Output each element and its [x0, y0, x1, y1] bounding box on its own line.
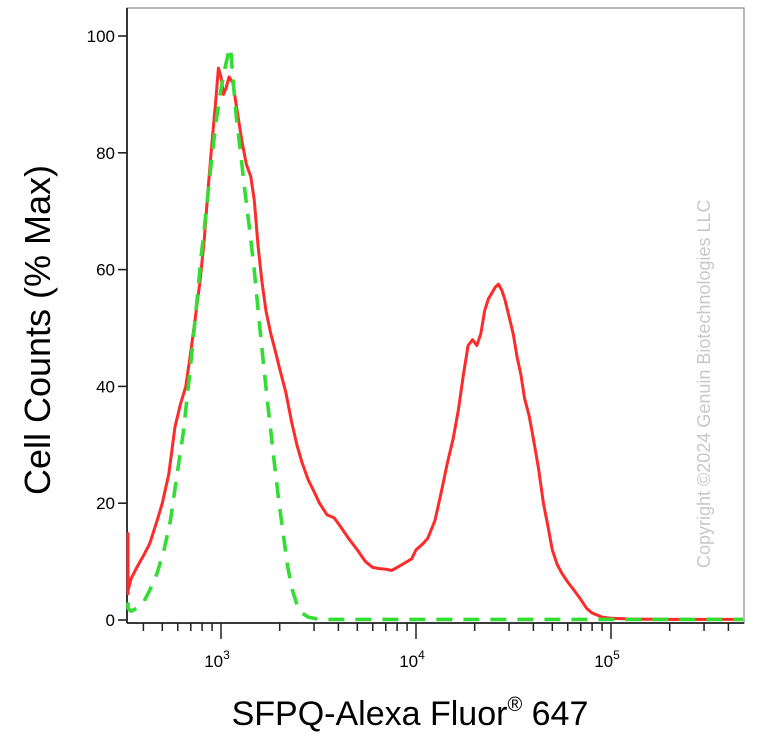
y-tick-label: 60: [96, 261, 115, 280]
y-tick-label: 0: [106, 611, 115, 630]
x-tick-label: 105: [594, 648, 620, 671]
x-axis-ticks: 103 104 105: [142, 623, 730, 671]
x-axis-label: SFPQ-Alexa Fluor® 647: [232, 694, 589, 733]
x-axis-label-superscript: ®: [507, 694, 522, 716]
x-axis-label-suffix: 647: [522, 695, 588, 733]
series-layer: [126, 45, 743, 622]
y-axis-ticks: 0 20 40 60 80 100: [87, 27, 127, 630]
x-tick-label: 104: [399, 648, 425, 671]
x-tick-label: 103: [204, 648, 230, 671]
x-axis-label-prefix: SFPQ-Alexa Fluor: [232, 695, 508, 733]
plot-frame: [126, 7, 745, 624]
series-line-green-dashed: [126, 45, 743, 622]
y-tick-label: 20: [96, 494, 115, 513]
y-tick-label: 80: [96, 144, 115, 163]
y-tick-label: 40: [96, 377, 115, 396]
series-line-red-solid: [126, 66, 743, 621]
copyright-watermark: Copyright ©2024 Genuin Biotechnologies L…: [694, 200, 714, 569]
y-tick-label: 100: [87, 27, 115, 46]
y-axis-label: Cell Counts (% Max): [17, 165, 58, 495]
